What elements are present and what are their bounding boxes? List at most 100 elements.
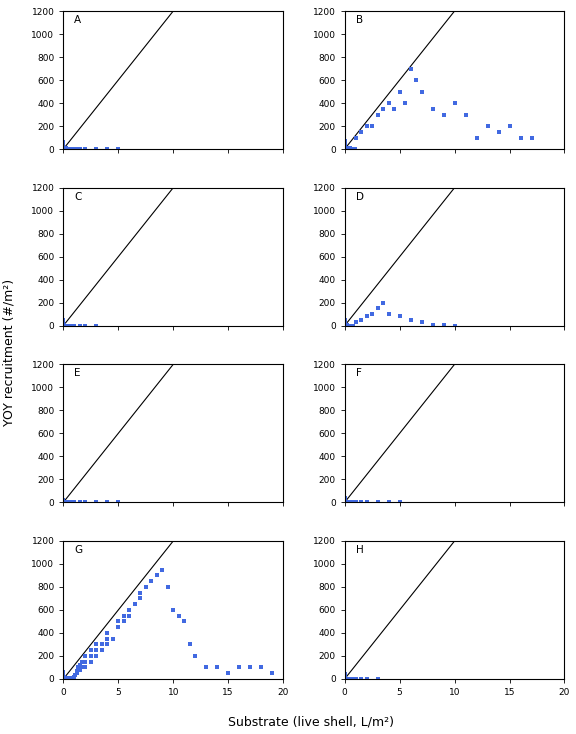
Point — [59, 142, 68, 153]
Point — [62, 496, 71, 508]
Point — [406, 62, 415, 74]
Point — [340, 140, 349, 152]
Point — [346, 673, 355, 685]
Point — [450, 97, 459, 109]
Point — [341, 143, 350, 155]
Point — [81, 655, 90, 667]
Point — [340, 673, 350, 685]
Point — [103, 627, 112, 639]
Point — [70, 672, 79, 684]
Point — [59, 140, 68, 152]
Point — [60, 143, 70, 155]
Point — [342, 673, 351, 685]
Point — [378, 103, 388, 115]
Point — [103, 639, 112, 650]
Point — [158, 564, 167, 575]
Point — [65, 143, 74, 155]
Point — [119, 616, 128, 628]
Point — [59, 496, 68, 508]
Point — [92, 639, 101, 650]
Point — [340, 670, 349, 682]
Point — [428, 103, 437, 115]
Point — [113, 616, 123, 628]
Point — [92, 143, 101, 155]
Point — [340, 143, 350, 155]
Point — [62, 673, 71, 685]
Point — [59, 673, 69, 685]
Point — [367, 120, 377, 132]
Point — [340, 315, 349, 327]
Point — [59, 672, 69, 684]
Point — [340, 314, 349, 326]
Point — [340, 318, 349, 330]
Point — [384, 308, 393, 320]
Point — [59, 496, 69, 508]
Point — [341, 320, 350, 332]
Point — [373, 673, 382, 685]
Point — [505, 120, 514, 132]
Point — [60, 673, 69, 685]
Point — [59, 320, 69, 332]
Point — [340, 669, 349, 680]
Point — [62, 143, 71, 155]
Point — [59, 672, 69, 683]
Point — [59, 137, 68, 148]
Point — [67, 320, 77, 332]
Point — [343, 142, 353, 153]
Point — [59, 139, 68, 150]
Point — [60, 143, 69, 155]
Point — [59, 670, 68, 682]
Point — [340, 320, 350, 332]
Point — [62, 672, 71, 684]
Point — [344, 142, 354, 154]
Point — [81, 661, 90, 673]
Point — [234, 661, 244, 673]
Point — [343, 143, 353, 155]
Point — [73, 661, 82, 673]
Point — [340, 671, 349, 683]
Point — [124, 604, 134, 616]
Point — [340, 142, 349, 154]
Point — [350, 143, 359, 155]
Text: H: H — [355, 545, 363, 555]
Point — [417, 316, 426, 328]
Point — [340, 492, 349, 504]
Point — [59, 495, 68, 506]
Point — [450, 320, 459, 332]
Point — [348, 143, 357, 155]
Point — [60, 142, 70, 154]
Point — [340, 673, 349, 685]
Point — [349, 320, 358, 332]
Point — [62, 320, 71, 332]
Point — [59, 669, 68, 680]
Point — [351, 131, 361, 143]
Point — [494, 126, 503, 138]
Point — [461, 109, 470, 120]
Text: E: E — [74, 368, 81, 379]
Point — [362, 496, 372, 508]
Point — [75, 143, 85, 155]
Point — [59, 319, 69, 331]
Point — [59, 672, 68, 683]
Point — [342, 673, 351, 685]
Point — [61, 143, 70, 155]
Point — [342, 143, 351, 155]
Point — [483, 120, 492, 132]
Point — [59, 137, 68, 149]
Point — [86, 650, 96, 662]
Point — [103, 496, 112, 508]
Point — [59, 496, 69, 508]
Point — [340, 496, 350, 508]
Point — [340, 137, 349, 149]
Point — [70, 672, 79, 683]
Point — [71, 143, 80, 155]
Point — [61, 672, 70, 683]
Text: Substrate (live shell, L/m²): Substrate (live shell, L/m²) — [228, 715, 394, 728]
Point — [60, 672, 69, 684]
Point — [65, 496, 74, 508]
Point — [340, 320, 349, 332]
Point — [362, 310, 372, 322]
Point — [351, 673, 361, 685]
Point — [340, 496, 349, 508]
Point — [73, 664, 82, 675]
